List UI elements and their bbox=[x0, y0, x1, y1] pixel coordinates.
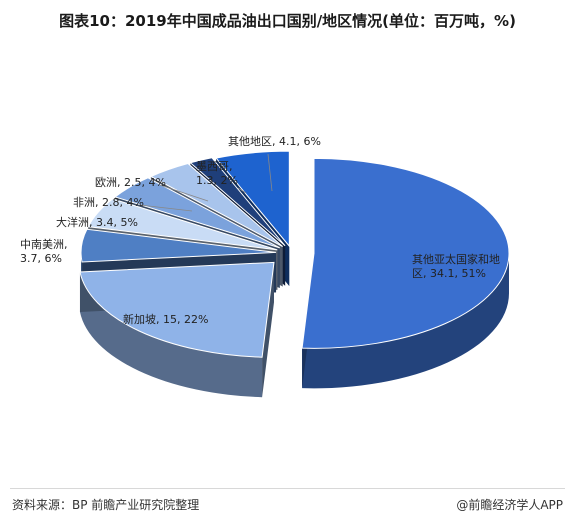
slice-top-other-regions bbox=[215, 150, 290, 248]
brand-credit: @前瞻经济学人APP bbox=[456, 498, 563, 512]
data-label-europe: 欧洲, 2.5, 4% bbox=[95, 176, 166, 189]
data-label-oceania: 大洋洲, 3.4, 5% bbox=[56, 215, 138, 229]
chart-title: 图表10：2019年中国成品油出口国别/地区情况(单位：百万吨，%) bbox=[59, 12, 516, 30]
slice-top-other-asia-pacific bbox=[301, 157, 510, 349]
slice-side-other-asia-pacific bbox=[302, 253, 509, 389]
leader-line-europe bbox=[159, 184, 209, 202]
slice-other-asia-pacific bbox=[301, 157, 510, 389]
slice-top-singapore bbox=[79, 261, 275, 358]
slice-top-central-south-america bbox=[80, 228, 277, 263]
data-label-central-south-america: 中南美洲, 3.7, 6% bbox=[20, 238, 68, 265]
leader-line-africa bbox=[139, 204, 193, 212]
data-label-other-regions: 其他地区, 4.1, 6% bbox=[228, 135, 321, 148]
data-label-singapore: 新加坡, 15, 22% bbox=[123, 312, 208, 326]
slice-top-europe bbox=[149, 162, 283, 247]
leader-line-mexico bbox=[237, 187, 247, 194]
leader-line-other-regions bbox=[267, 153, 273, 192]
data-label-mexico: 墨西哥, 1.3, 2% bbox=[196, 160, 238, 187]
pie-chart: 其他亚太国家和地区, 34.1, 51% 新加坡, 15, 22% 中南美洲, 3.7… bbox=[20, 135, 510, 398]
source-note: 资料来源：BP 前瞻产业研究院整理 bbox=[12, 498, 200, 512]
data-label-africa: 非洲, 2.8, 4% bbox=[73, 196, 144, 209]
data-label-other-asia-pacific: 其他亚太国家和地区, 34.1, 51% bbox=[412, 252, 500, 280]
slice-side-singapore bbox=[79, 271, 263, 398]
slice-top-mexico bbox=[189, 157, 286, 247]
footer-divider bbox=[10, 488, 565, 489]
slice-singapore bbox=[79, 261, 275, 398]
slice-top-oceania bbox=[87, 198, 278, 251]
slice-top-africa bbox=[114, 177, 280, 249]
